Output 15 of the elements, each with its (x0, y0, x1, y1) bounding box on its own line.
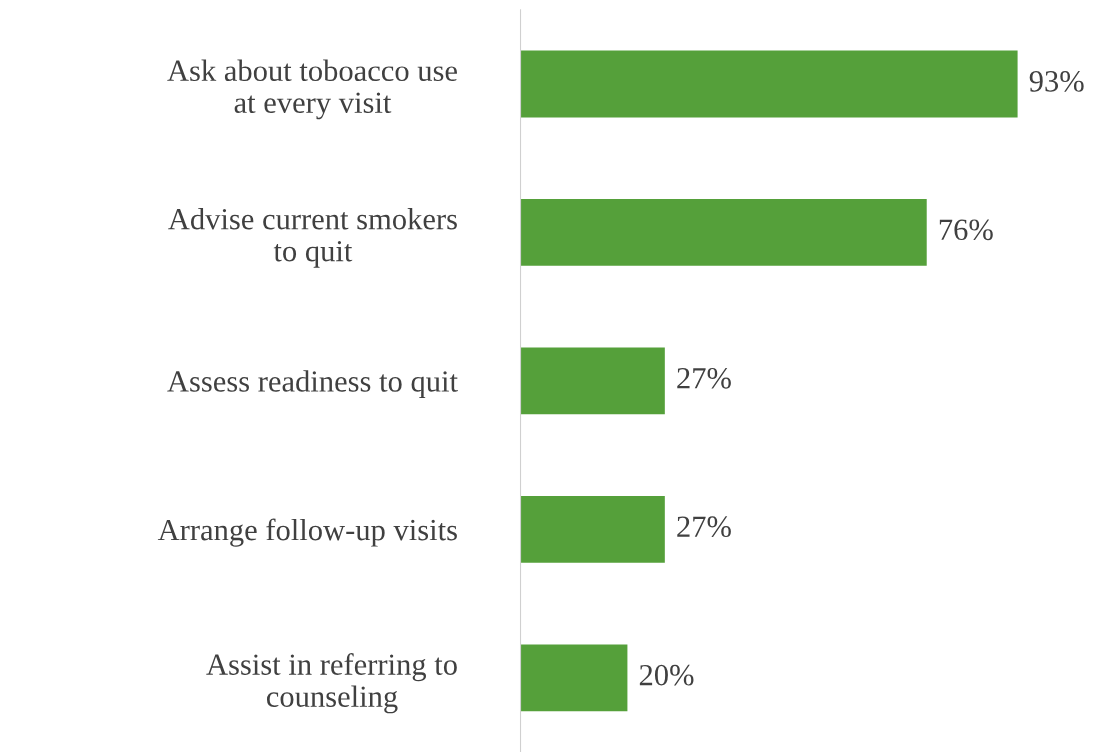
y-tick-label: Assist in referring to counseling (206, 653, 457, 714)
bar (520, 347, 665, 415)
y-tick-label: Ask about toboacco use at every visit (167, 59, 457, 120)
data-label: 93% (1029, 71, 1084, 92)
y-tick-label: Assess readiness to quit (167, 370, 458, 398)
data-label: 76% (939, 219, 993, 241)
data-label: 27% (677, 516, 731, 538)
bar (520, 199, 927, 266)
y-tick-label: Arrange follow-up visits (157, 518, 457, 547)
bar (520, 50, 1018, 118)
data-label: 27% (677, 367, 731, 389)
bar (520, 644, 628, 712)
bar (520, 495, 665, 563)
y-tick-label: Advise current smokers to quit (168, 207, 457, 268)
data-label: 20% (639, 664, 694, 686)
